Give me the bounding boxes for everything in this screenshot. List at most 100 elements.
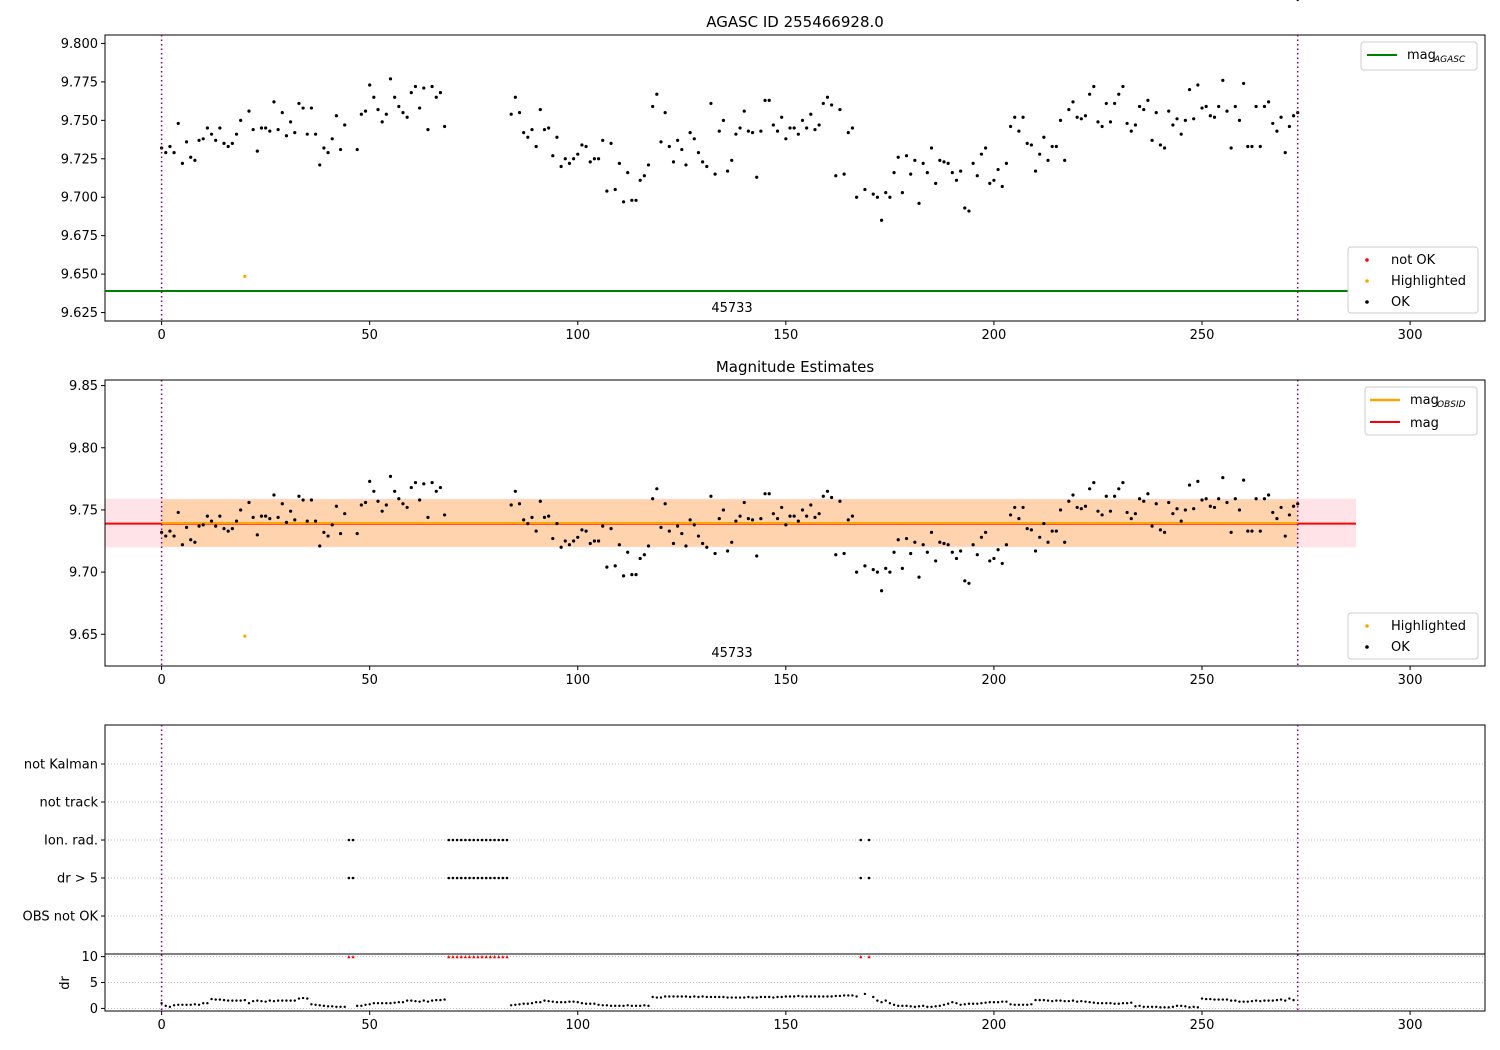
mag-point-ok (1196, 479, 1200, 483)
dr-point (772, 996, 775, 999)
mag-point-ok (846, 518, 850, 522)
mag-point-ok (343, 123, 347, 127)
legend-mag-obsid-label: mag (1410, 393, 1439, 408)
mag-point-ok (1092, 480, 1096, 485)
dr-point (1121, 1002, 1125, 1005)
dr-point (1209, 997, 1212, 1001)
flag-point (501, 876, 505, 880)
mag-point-ok (1233, 497, 1237, 501)
dr-point (697, 995, 700, 999)
mag-point-ok (1067, 499, 1071, 503)
dr-point (797, 994, 800, 998)
mag-point-ok (184, 525, 189, 529)
mag-point-ok (788, 514, 792, 518)
mag-point-ok (1171, 512, 1175, 516)
dr-clipped-marker (488, 954, 492, 959)
dr-point (1030, 1003, 1033, 1006)
mag-point-ok (671, 541, 676, 546)
flag-point (867, 838, 871, 842)
dr-point (921, 1004, 925, 1008)
dr-point (880, 1000, 883, 1004)
mag-point-ok (676, 524, 680, 528)
mag-point-ok (709, 494, 713, 498)
mag-point-ok (934, 181, 938, 185)
dr-point (1234, 999, 1237, 1002)
dr-point (684, 995, 688, 998)
flag-point (484, 876, 488, 880)
dr-point (1088, 1000, 1091, 1004)
mag-point-ok (247, 109, 251, 113)
flags-panel: not Kalman not track Ion. rad. dr > 5 OBS no… (23, 0, 1486, 1033)
mag-point-ok (368, 83, 372, 87)
mag-point-ok (984, 146, 988, 150)
mag-point-ok (1212, 115, 1217, 119)
mag-point-ok (630, 573, 634, 577)
mag-point-ok (613, 187, 617, 192)
mag-point-ok (588, 541, 592, 546)
mag-point-ok (725, 169, 730, 173)
mag-point-ok (975, 174, 979, 178)
mag-point-ok (1075, 115, 1079, 119)
mag-point-ok (280, 111, 284, 115)
y-tick-label-3: 0 (90, 1002, 98, 1017)
panel-1-title: AGASC ID 255466928.0 (706, 13, 884, 31)
mag-point-ok (218, 514, 222, 518)
dr-point (655, 996, 659, 999)
mag-point-ok (164, 151, 168, 155)
dr-point (1242, 1000, 1245, 1003)
mag-point-ok (559, 545, 563, 549)
dr-clipped-marker (351, 954, 355, 959)
mag-point-ok (1117, 92, 1121, 96)
mag-point-ok (1042, 135, 1046, 139)
dr-point (439, 998, 442, 1002)
mag-point-ok (971, 543, 975, 547)
mag-point-ok (1013, 505, 1017, 510)
mag-point-ok (239, 118, 243, 122)
flag-point (859, 838, 863, 842)
mag-point-ok (1088, 487, 1092, 491)
mag-point-ok (567, 543, 572, 547)
mag-point-ok (1008, 513, 1013, 517)
dr-point (322, 1004, 326, 1008)
dr-point (376, 1002, 380, 1005)
flag-point (464, 876, 467, 880)
mag-point-ok (355, 147, 359, 152)
mag-point-ok (838, 499, 842, 503)
mag-point-ok (159, 530, 164, 534)
mag-point-ok (1021, 115, 1025, 119)
dr-point (285, 999, 288, 1002)
mag-point-ok (1275, 517, 1279, 521)
mag-point-ok (609, 526, 613, 531)
dr-point (355, 1004, 359, 1008)
mag-point-ok (284, 520, 289, 524)
mag-point-ok (338, 531, 343, 536)
flag-point (451, 838, 455, 842)
dr-point (539, 1000, 542, 1004)
mag-point-ok (551, 536, 555, 541)
flag-point (351, 876, 355, 880)
dr-point (1134, 1005, 1137, 1008)
dr-point (430, 999, 434, 1002)
mag-point-ok (1146, 98, 1150, 102)
mag-point-ok (1266, 100, 1271, 104)
dr-point (435, 998, 438, 1002)
dr-point (1163, 1006, 1166, 1009)
mag-point-ok (1237, 118, 1242, 122)
mag-point-ok (434, 489, 438, 493)
mag-point-ok (551, 154, 555, 158)
mag-point-ok (268, 517, 272, 521)
panel-3-frame (104, 724, 1486, 1012)
mag-point-ok (1183, 118, 1187, 122)
mag-point-ok (234, 519, 239, 523)
mag-point-ok (692, 523, 696, 527)
mag-point-ok (301, 106, 305, 110)
legend-not-ok-label: not OK (1391, 253, 1436, 268)
mag-point-ok (264, 514, 268, 518)
dr-point (343, 1005, 346, 1009)
legend-agasc-label: mag (1407, 48, 1436, 63)
mag-point-ok (1258, 529, 1262, 533)
mag-point-ok (1162, 530, 1167, 534)
mag-point-ok (318, 544, 322, 548)
flag-label: dr > 5 (57, 872, 98, 887)
dr-point (938, 1004, 942, 1008)
